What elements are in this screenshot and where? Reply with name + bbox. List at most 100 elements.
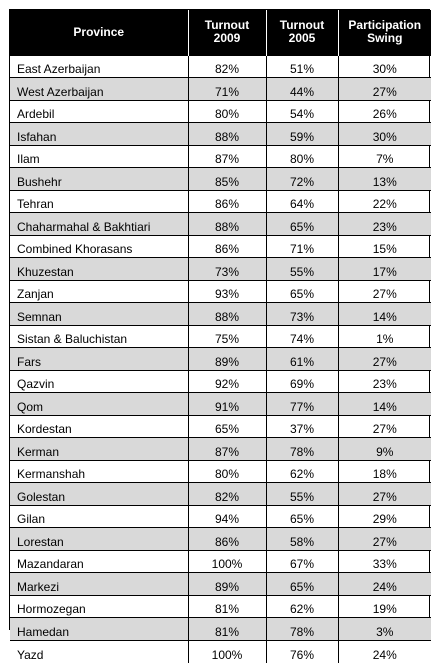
cell-turnout-2005: 71% bbox=[265, 234, 338, 258]
cell-participation-swing: 24% bbox=[337, 572, 431, 595]
cell-participation-swing: 27% bbox=[337, 414, 431, 438]
table-row: Hamedan 81% 78% 3% bbox=[10, 617, 431, 640]
cell-participation-swing: 24% bbox=[337, 639, 431, 663]
cell-turnout-2009: 82% bbox=[187, 54, 266, 78]
cell-participation-swing: 14% bbox=[337, 302, 431, 325]
table-row: West Azerbaijan 71% 44% 27% bbox=[10, 77, 431, 100]
cell-province: Golestan bbox=[10, 482, 188, 505]
table-row: Yazd 100% 76% 24% bbox=[10, 639, 431, 663]
cell-turnout-2009: 89% bbox=[187, 572, 266, 595]
cell-turnout-2009: 86% bbox=[187, 234, 266, 258]
cell-turnout-2005: 67% bbox=[265, 549, 338, 573]
cell-turnout-2005: 76% bbox=[265, 639, 338, 663]
cell-province: Kordestan bbox=[10, 414, 188, 438]
header-participation-swing: Participation Swing bbox=[337, 10, 431, 55]
cell-participation-swing: 9% bbox=[337, 437, 431, 460]
cell-turnout-2009: 92% bbox=[187, 369, 266, 393]
cell-turnout-2005: 64% bbox=[265, 189, 338, 213]
cell-turnout-2005: 62% bbox=[265, 594, 338, 618]
cell-participation-swing: 27% bbox=[337, 77, 431, 100]
table-row: Ardebil 80% 54% 26% bbox=[10, 99, 431, 123]
cell-turnout-2009: 88% bbox=[187, 122, 266, 145]
cell-province: Ardebil bbox=[10, 99, 188, 123]
cell-participation-swing: 27% bbox=[337, 482, 431, 505]
cell-turnout-2009: 100% bbox=[187, 639, 266, 663]
table-row: Kerman 87% 78% 9% bbox=[10, 437, 431, 460]
cell-turnout-2005: 65% bbox=[265, 572, 338, 595]
cell-participation-swing: 14% bbox=[337, 392, 431, 415]
cell-province: Tehran bbox=[10, 189, 188, 213]
cell-participation-swing: 27% bbox=[337, 347, 431, 370]
cell-turnout-2009: 89% bbox=[187, 347, 266, 370]
cell-participation-swing: 27% bbox=[337, 279, 431, 303]
table-row: Isfahan 88% 59% 30% bbox=[10, 122, 431, 145]
cell-turnout-2009: 88% bbox=[187, 212, 266, 235]
table-row: Tehran 86% 64% 22% bbox=[10, 189, 431, 213]
cell-province: Chaharmahal & Bakhtiari bbox=[10, 212, 188, 235]
cell-participation-swing: 23% bbox=[337, 369, 431, 393]
table-row: Kordestan 65% 37% 27% bbox=[10, 414, 431, 438]
cell-participation-swing: 18% bbox=[337, 459, 431, 483]
cell-turnout-2009: 80% bbox=[187, 459, 266, 483]
cell-turnout-2005: 37% bbox=[265, 414, 338, 438]
table-header: Province Turnout 2009 Turnout 2005 Parti… bbox=[10, 10, 431, 55]
cell-turnout-2009: 87% bbox=[187, 144, 266, 168]
table-row: Chaharmahal & Bakhtiari 88% 65% 23% bbox=[10, 212, 431, 235]
table-row: Golestan 82% 55% 27% bbox=[10, 482, 431, 505]
cell-participation-swing: 3% bbox=[337, 617, 431, 640]
cell-participation-swing: 7% bbox=[337, 144, 431, 168]
cell-province: Bushehr bbox=[10, 167, 188, 190]
cell-turnout-2009: 75% bbox=[187, 324, 266, 348]
cell-turnout-2005: 55% bbox=[265, 482, 338, 505]
table-row: Gilan 94% 65% 29% bbox=[10, 504, 431, 528]
cell-province: Gilan bbox=[10, 504, 188, 528]
cell-turnout-2009: 71% bbox=[187, 77, 266, 100]
cell-participation-swing: 13% bbox=[337, 167, 431, 190]
cell-turnout-2009: 81% bbox=[187, 594, 266, 618]
table-row: Fars 89% 61% 27% bbox=[10, 347, 431, 370]
table-row: Qazvin 92% 69% 23% bbox=[10, 369, 431, 393]
turnout-table-frame: Province Turnout 2009 Turnout 2005 Parti… bbox=[9, 9, 431, 663]
cell-turnout-2005: 72% bbox=[265, 167, 338, 190]
table-row: Sistan & Baluchistan 75% 74% 1% bbox=[10, 324, 431, 348]
cell-province: Fars bbox=[10, 347, 188, 370]
cell-turnout-2009: 73% bbox=[187, 257, 266, 280]
cell-turnout-2009: 85% bbox=[187, 167, 266, 190]
cell-participation-swing: 17% bbox=[337, 257, 431, 280]
cell-turnout-2009: 93% bbox=[187, 279, 266, 303]
cell-province: Lorestan bbox=[10, 527, 188, 550]
cell-province: Sistan & Baluchistan bbox=[10, 324, 188, 348]
cell-turnout-2005: 65% bbox=[265, 504, 338, 528]
cell-province: Hamedan bbox=[10, 617, 188, 640]
cell-turnout-2005: 80% bbox=[265, 144, 338, 168]
cell-participation-swing: 30% bbox=[337, 54, 431, 78]
cell-participation-swing: 26% bbox=[337, 99, 431, 123]
cell-province: West Azerbaijan bbox=[10, 77, 188, 100]
cell-turnout-2005: 65% bbox=[265, 279, 338, 303]
table-row: Zanjan 93% 65% 27% bbox=[10, 279, 431, 303]
header-province: Province bbox=[73, 24, 125, 39]
cell-province: Ilam bbox=[10, 144, 188, 168]
table-row: Combined Khorasans 86% 71% 15% bbox=[10, 234, 431, 258]
cell-turnout-2009: 86% bbox=[187, 527, 266, 550]
cell-turnout-2005: 51% bbox=[265, 54, 338, 78]
cell-turnout-2009: 80% bbox=[187, 99, 266, 123]
cell-province: Qom bbox=[10, 392, 188, 415]
table-row: East Azerbaijan 82% 51% 30% bbox=[10, 54, 431, 78]
cell-turnout-2009: 91% bbox=[187, 392, 266, 415]
table-row: Mazandaran 100% 67% 33% bbox=[10, 549, 431, 573]
cell-turnout-2005: 59% bbox=[265, 122, 338, 145]
table-body: East Azerbaijan 82% 51% 30% West Azerbaijan 7… bbox=[10, 54, 431, 663]
cell-turnout-2005: 44% bbox=[265, 77, 338, 100]
cell-turnout-2005: 77% bbox=[265, 392, 338, 415]
table-row: Bushehr 85% 72% 13% bbox=[10, 167, 431, 190]
cell-province: Kermanshah bbox=[10, 459, 188, 483]
cell-turnout-2009: 82% bbox=[187, 482, 266, 505]
cell-province: Qazvin bbox=[10, 369, 188, 393]
cell-turnout-2005: 62% bbox=[265, 459, 338, 483]
cell-province: East Azerbaijan bbox=[10, 54, 188, 78]
header-turnout-2005: Turnout 2005 bbox=[265, 10, 338, 55]
cell-participation-swing: 23% bbox=[337, 212, 431, 235]
cell-participation-swing: 33% bbox=[337, 549, 431, 573]
table-row: Ilam 87% 80% 7% bbox=[10, 144, 431, 168]
